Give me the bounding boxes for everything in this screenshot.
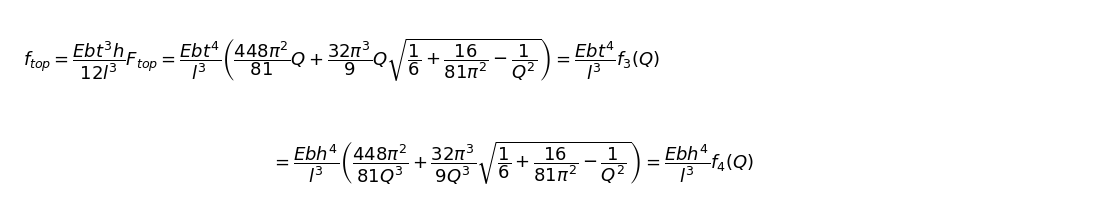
Text: $f_{top} = \dfrac{Ebt^3h}{12l^3}F_{top} = \dfrac{Ebt^4}{l^3}\left(\dfrac{448\pi^: $f_{top} = \dfrac{Ebt^3h}{12l^3}F_{top} … [23, 36, 660, 83]
Text: $= \dfrac{Ebh^4}{l^3}\left(\dfrac{448\pi^2}{81Q^3}+\dfrac{32\pi^3}{9Q^3}\sqrt{\d: $= \dfrac{Ebh^4}{l^3}\left(\dfrac{448\pi… [272, 139, 755, 186]
